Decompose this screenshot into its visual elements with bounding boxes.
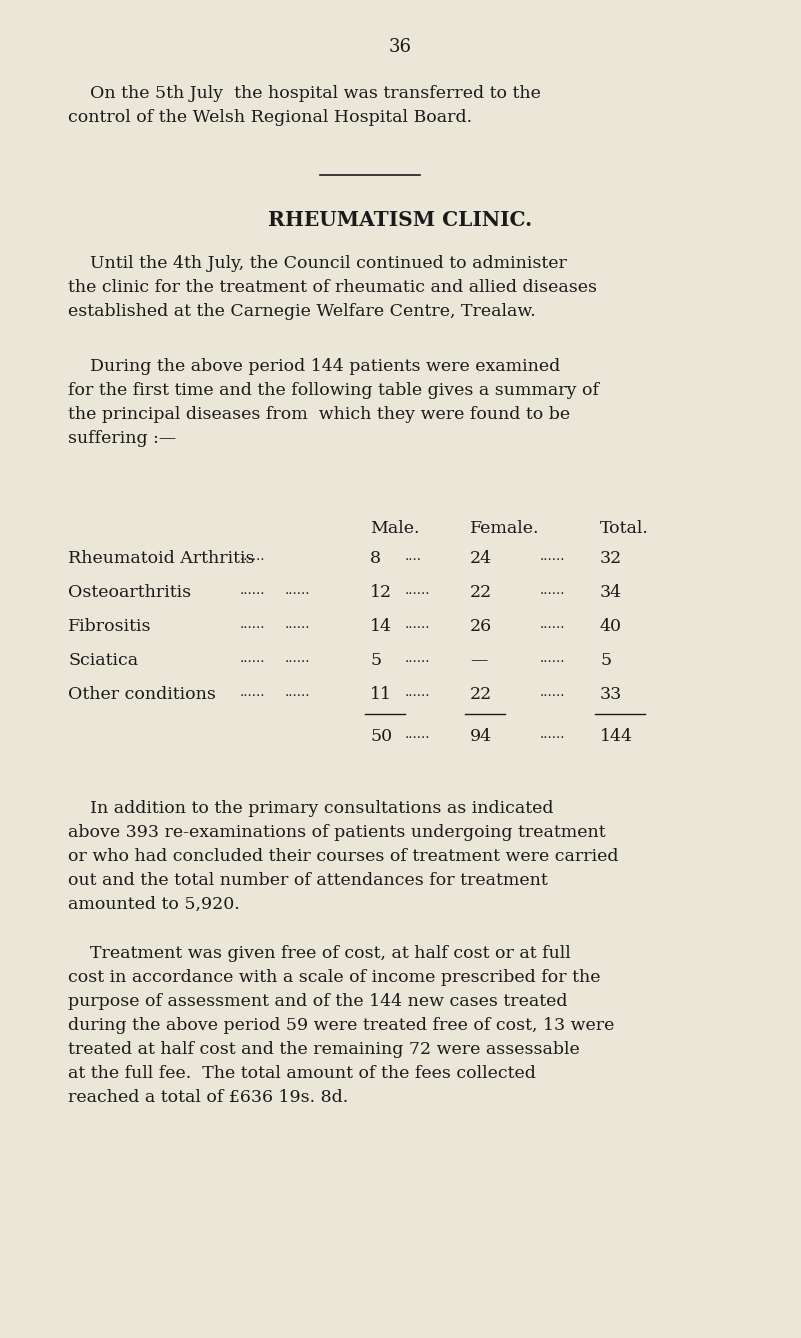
Text: 26: 26 — [470, 618, 492, 636]
Text: 22: 22 — [470, 686, 493, 702]
Text: control of the Welsh Regional Hospital Board.: control of the Welsh Regional Hospital B… — [68, 108, 472, 126]
Text: —: — — [470, 652, 487, 669]
Text: Male.: Male. — [370, 520, 420, 537]
Text: 24: 24 — [470, 550, 492, 567]
Text: Female.: Female. — [470, 520, 540, 537]
Text: 50: 50 — [370, 728, 392, 745]
Text: ......: ...... — [540, 686, 566, 698]
Text: 11: 11 — [370, 686, 392, 702]
Text: Rheumatoid Arthritis: Rheumatoid Arthritis — [68, 550, 255, 567]
Text: 40: 40 — [600, 618, 622, 636]
Text: ....: .... — [405, 550, 422, 563]
Text: Other conditions: Other conditions — [68, 686, 216, 702]
Text: 33: 33 — [600, 686, 622, 702]
Text: ......: ...... — [240, 550, 265, 563]
Text: amounted to 5,920.: amounted to 5,920. — [68, 896, 239, 913]
Text: 5: 5 — [600, 652, 611, 669]
Text: ......: ...... — [285, 686, 311, 698]
Text: Fibrositis: Fibrositis — [68, 618, 151, 636]
Text: during the above period 59 were treated free of cost, 13 were: during the above period 59 were treated … — [68, 1017, 614, 1034]
Text: above 393 re-examinations of patients undergoing treatment: above 393 re-examinations of patients un… — [68, 824, 606, 842]
Text: ......: ...... — [540, 728, 566, 741]
Text: ......: ...... — [540, 583, 566, 597]
Text: 22: 22 — [470, 583, 493, 601]
Text: 14: 14 — [370, 618, 392, 636]
Text: RHEUMATISM CLINIC.: RHEUMATISM CLINIC. — [268, 210, 533, 230]
Text: 32: 32 — [600, 550, 622, 567]
Text: ......: ...... — [240, 618, 265, 632]
Text: the principal diseases from  which they were found to be: the principal diseases from which they w… — [68, 405, 570, 423]
Text: Until the 4th July, the Council continued to administer: Until the 4th July, the Council continue… — [68, 256, 567, 272]
Text: In addition to the primary consultations as indicated: In addition to the primary consultations… — [68, 800, 553, 818]
Text: ......: ...... — [405, 583, 430, 597]
Text: treated at half cost and the remaining 72 were assessable: treated at half cost and the remaining 7… — [68, 1041, 580, 1058]
Text: cost in accordance with a scale of income prescribed for the: cost in accordance with a scale of incom… — [68, 969, 601, 986]
Text: 144: 144 — [600, 728, 633, 745]
Text: ......: ...... — [540, 652, 566, 665]
Text: 5: 5 — [370, 652, 381, 669]
Text: On the 5th July  the hospital was transferred to the: On the 5th July the hospital was transfe… — [68, 86, 541, 102]
Text: 12: 12 — [370, 583, 392, 601]
Text: or who had concluded their courses of treatment were carried: or who had concluded their courses of tr… — [68, 848, 618, 864]
Text: ......: ...... — [540, 618, 566, 632]
Text: ......: ...... — [405, 728, 430, 741]
Text: ......: ...... — [240, 583, 265, 597]
Text: for the first time and the following table gives a summary of: for the first time and the following tab… — [68, 383, 599, 399]
Text: 94: 94 — [470, 728, 492, 745]
Text: ......: ...... — [285, 618, 311, 632]
Text: Sciatica: Sciatica — [68, 652, 138, 669]
Text: 8: 8 — [370, 550, 381, 567]
Text: ......: ...... — [240, 686, 265, 698]
Text: established at the Carnegie Welfare Centre, Trealaw.: established at the Carnegie Welfare Cent… — [68, 302, 536, 320]
Text: ......: ...... — [285, 583, 311, 597]
Text: ......: ...... — [405, 652, 430, 665]
Text: During the above period 144 patients were examined: During the above period 144 patients wer… — [68, 359, 560, 375]
Text: Total.: Total. — [600, 520, 649, 537]
Text: 36: 36 — [389, 37, 412, 56]
Text: at the full fee.  The total amount of the fees collected: at the full fee. The total amount of the… — [68, 1065, 536, 1082]
Text: ......: ...... — [540, 550, 566, 563]
Text: ......: ...... — [285, 652, 311, 665]
Text: the clinic for the treatment of rheumatic and allied diseases: the clinic for the treatment of rheumati… — [68, 280, 597, 296]
Text: ......: ...... — [240, 652, 265, 665]
Text: 34: 34 — [600, 583, 622, 601]
Text: purpose of assessment and of the 144 new cases treated: purpose of assessment and of the 144 new… — [68, 993, 567, 1010]
Text: suffering :—: suffering :— — [68, 429, 176, 447]
Text: out and the total number of attendances for treatment: out and the total number of attendances … — [68, 872, 548, 888]
Text: Osteoarthritis: Osteoarthritis — [68, 583, 191, 601]
Text: reached a total of £636 19s. 8d.: reached a total of £636 19s. 8d. — [68, 1089, 348, 1107]
Text: ......: ...... — [405, 686, 430, 698]
Text: ......: ...... — [405, 618, 430, 632]
Text: Treatment was given free of cost, at half cost or at full: Treatment was given free of cost, at hal… — [68, 945, 571, 962]
